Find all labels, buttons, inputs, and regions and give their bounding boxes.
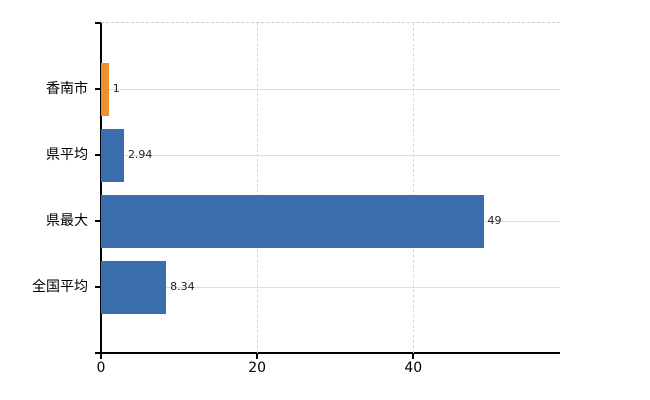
x-tick-label: 20 bbox=[248, 360, 267, 376]
bar bbox=[101, 62, 109, 116]
x-axis-tick bbox=[256, 354, 259, 359]
x-axis-tick bbox=[100, 354, 102, 359]
category-label: 全国平均 bbox=[32, 279, 88, 295]
x-tick-label: 40 bbox=[404, 360, 423, 376]
y-axis-tick bbox=[95, 154, 101, 156]
x-axis-line bbox=[95, 352, 560, 354]
x-axis-tick bbox=[412, 354, 415, 359]
bar-value-label: 1 bbox=[112, 82, 120, 95]
bar bbox=[101, 128, 124, 182]
gridline-horizontal bbox=[101, 89, 560, 90]
x-tick-label: 0 bbox=[96, 360, 106, 376]
gridline-horizontal bbox=[101, 155, 560, 156]
y-axis-tick bbox=[95, 88, 101, 90]
y-axis-tick bbox=[95, 220, 101, 222]
bar-value-label: 8.34 bbox=[170, 280, 195, 293]
category-label: 県平均 bbox=[46, 147, 88, 163]
gridline-vertical bbox=[257, 23, 259, 353]
gridline-vertical bbox=[413, 23, 415, 353]
category-label: 香南市 bbox=[46, 81, 88, 97]
bar bbox=[101, 194, 484, 248]
y-axis-line bbox=[100, 23, 102, 353]
bar-value-label: 49 bbox=[487, 214, 502, 227]
gridline-horizontal bbox=[101, 287, 560, 288]
plot-top-border bbox=[101, 22, 560, 23]
category-label: 県最大 bbox=[46, 213, 88, 229]
bar-value-label: 2.94 bbox=[127, 148, 153, 161]
y-axis-tick bbox=[95, 286, 101, 288]
y-axis-tick bbox=[95, 22, 101, 24]
bar bbox=[101, 260, 167, 314]
